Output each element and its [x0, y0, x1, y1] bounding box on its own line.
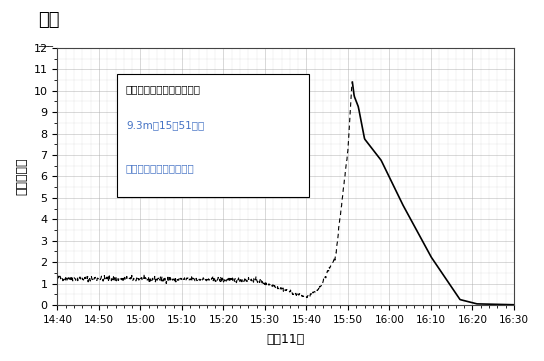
- Text: 相馬: 相馬: [38, 11, 60, 29]
- FancyBboxPatch shape: [117, 74, 308, 197]
- Y-axis label: 潮位（ｍ）: 潮位（ｍ）: [15, 158, 28, 195]
- Text: 実線が回収されたデータ: 実線が回収されたデータ: [126, 164, 195, 174]
- Text: ───: ───: [38, 42, 53, 51]
- Text: 観測された津波の最大高さ: 観測された津波の最大高さ: [126, 84, 201, 94]
- X-axis label: ３月11日: ３月11日: [267, 333, 305, 346]
- Text: 9.3m（15時51分）: 9.3m（15時51分）: [126, 120, 204, 130]
